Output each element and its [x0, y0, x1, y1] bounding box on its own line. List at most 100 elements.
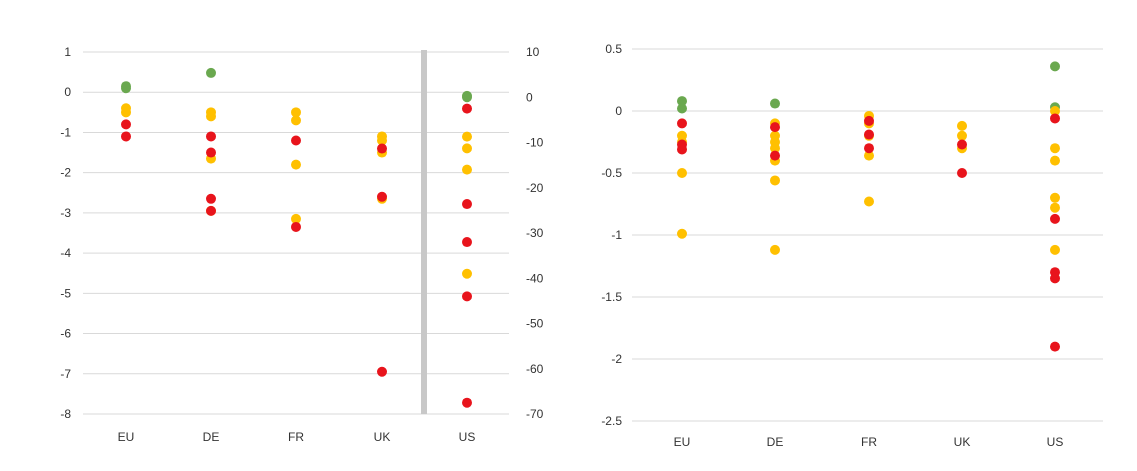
red-point-uk-8 [377, 143, 387, 154]
red-point-de-4 [770, 150, 780, 161]
red-point-us-13 [462, 237, 472, 248]
red-point-us-11 [462, 103, 472, 114]
secondary-y-tick-label-60: -60 [526, 362, 544, 376]
red-point-fr-7 [291, 221, 301, 232]
red-point-uk-9 [957, 168, 967, 178]
x-category-label-de: DE [203, 430, 220, 444]
y-tick-label-7: -7 [60, 367, 71, 381]
x-category-label-eu: EU [118, 430, 135, 444]
green-point-eu-1 [677, 103, 687, 114]
x-category-label-us: US [1047, 435, 1064, 449]
red-point-us-13 [1050, 273, 1060, 284]
red-point-de-5 [206, 205, 216, 216]
y-tick-label-6: -6 [60, 327, 71, 341]
yellow-point-us-20 [1050, 143, 1060, 154]
y-tick-label-2: -2 [611, 352, 622, 366]
yellow-point-us-21 [1050, 155, 1060, 166]
yellow-point-uk-16 [957, 120, 967, 131]
y-tick-label-1-5: -1.5 [601, 290, 622, 304]
x-category-label-us: US [459, 430, 476, 444]
red-point-de-4 [206, 193, 216, 204]
y-tick-label-0: 0 [615, 104, 622, 118]
red-point-fr-5 [864, 115, 874, 126]
x-category-label-de: DE [767, 435, 784, 449]
x-category-label-uk: UK [954, 435, 971, 449]
yellow-point-uk-11 [377, 135, 387, 146]
green-point-eu-1 [121, 83, 131, 94]
x-category-label-uk: UK [374, 430, 391, 444]
green-point-eu-0 [677, 96, 687, 107]
red-point-eu-0 [677, 118, 687, 129]
yellow-point-de-3 [206, 111, 216, 122]
yellow-point-eu-3 [677, 228, 687, 239]
secondary-y-tick-label-10: 10 [526, 45, 540, 59]
yellow-point-de-10 [770, 244, 780, 255]
secondary-y-tick-label-10: -10 [526, 136, 544, 150]
yellow-point-us-15 [462, 143, 472, 154]
green-point-us-4 [462, 92, 472, 103]
yellow-point-fr-9 [291, 213, 301, 224]
red-point-uk-9 [377, 191, 387, 202]
secondary-y-tick-label-40: -40 [526, 271, 544, 285]
y-tick-label-0-5: -0.5 [601, 166, 622, 180]
red-point-eu-0 [121, 119, 131, 130]
red-point-us-15 [462, 397, 472, 408]
red-point-eu-2 [677, 144, 687, 155]
red-point-fr-7 [864, 143, 874, 154]
green-point-de-2 [770, 98, 780, 109]
y-tick-label-0-5: 0.5 [605, 42, 622, 56]
red-point-fr-6 [864, 129, 874, 140]
yellow-point-us-19 [1050, 106, 1060, 116]
y-tick-label-2: -2 [60, 166, 71, 180]
red-point-us-14 [462, 291, 472, 302]
x-category-label-eu: EU [674, 435, 691, 449]
red-point-uk-8 [957, 139, 967, 150]
green-point-de-2 [206, 67, 216, 78]
secondary-y-tick-label-0: 0 [526, 90, 533, 104]
red-point-us-14 [1050, 341, 1060, 352]
yellow-point-us-22 [1050, 192, 1060, 203]
green-point-us-3 [1050, 61, 1060, 72]
y-tick-label-0: 0 [64, 85, 71, 99]
red-point-de-3 [206, 147, 216, 158]
y-tick-label-1: 1 [64, 45, 71, 59]
yellow-point-fr-7 [291, 115, 301, 126]
yellow-point-fr-6 [291, 107, 301, 118]
y-tick-label-8: -8 [60, 407, 71, 421]
right-scatter-chart: 0.5 0 -0.5 -1 -1.5 -2 -2.5 EU DE FR UK US [601, 42, 1103, 449]
red-point-us-11 [1050, 213, 1060, 224]
red-point-uk-10 [377, 366, 387, 377]
yellow-point-fr-15 [864, 196, 874, 207]
y-tick-label-5: -5 [60, 286, 71, 300]
yellow-point-eu-2 [677, 168, 687, 178]
yellow-point-eu-1 [121, 107, 131, 118]
yellow-point-fr-8 [291, 159, 301, 170]
red-point-de-2 [206, 131, 216, 142]
yellow-point-us-24 [1050, 244, 1060, 255]
x-category-label-fr: FR [861, 435, 877, 449]
y-tick-label-1: -1 [60, 125, 71, 139]
red-point-us-10 [1050, 113, 1060, 124]
red-point-de-3 [770, 122, 780, 133]
yellow-point-us-14 [462, 131, 472, 142]
yellow-point-us-17 [462, 268, 472, 279]
yellow-point-de-7 [770, 143, 780, 154]
yellow-point-fr-14 [864, 150, 874, 161]
yellow-point-de-9 [770, 175, 780, 186]
secondary-y-tick-label-70: -70 [526, 407, 544, 421]
red-point-eu-1 [121, 131, 131, 142]
yellow-point-us-23 [1050, 202, 1060, 213]
yellow-point-us-16 [462, 164, 472, 175]
left-scatter-chart: 10-1-2-3-4-5-6-7-8100-10-20-30-40-50-60-… [60, 45, 543, 444]
y-tick-label-1: -1 [611, 228, 622, 242]
red-point-fr-6 [291, 135, 301, 146]
secondary-y-tick-label-30: -30 [526, 226, 544, 240]
secondary-y-tick-label-50: -50 [526, 317, 544, 331]
secondary-y-tick-label-20: -20 [526, 181, 544, 195]
y-tick-label-4: -4 [60, 246, 71, 260]
red-point-us-12 [462, 199, 472, 210]
y-tick-label-3: -3 [60, 206, 71, 220]
y-tick-label-2-5: -2.5 [601, 414, 622, 428]
yellow-point-uk-17 [957, 130, 967, 141]
